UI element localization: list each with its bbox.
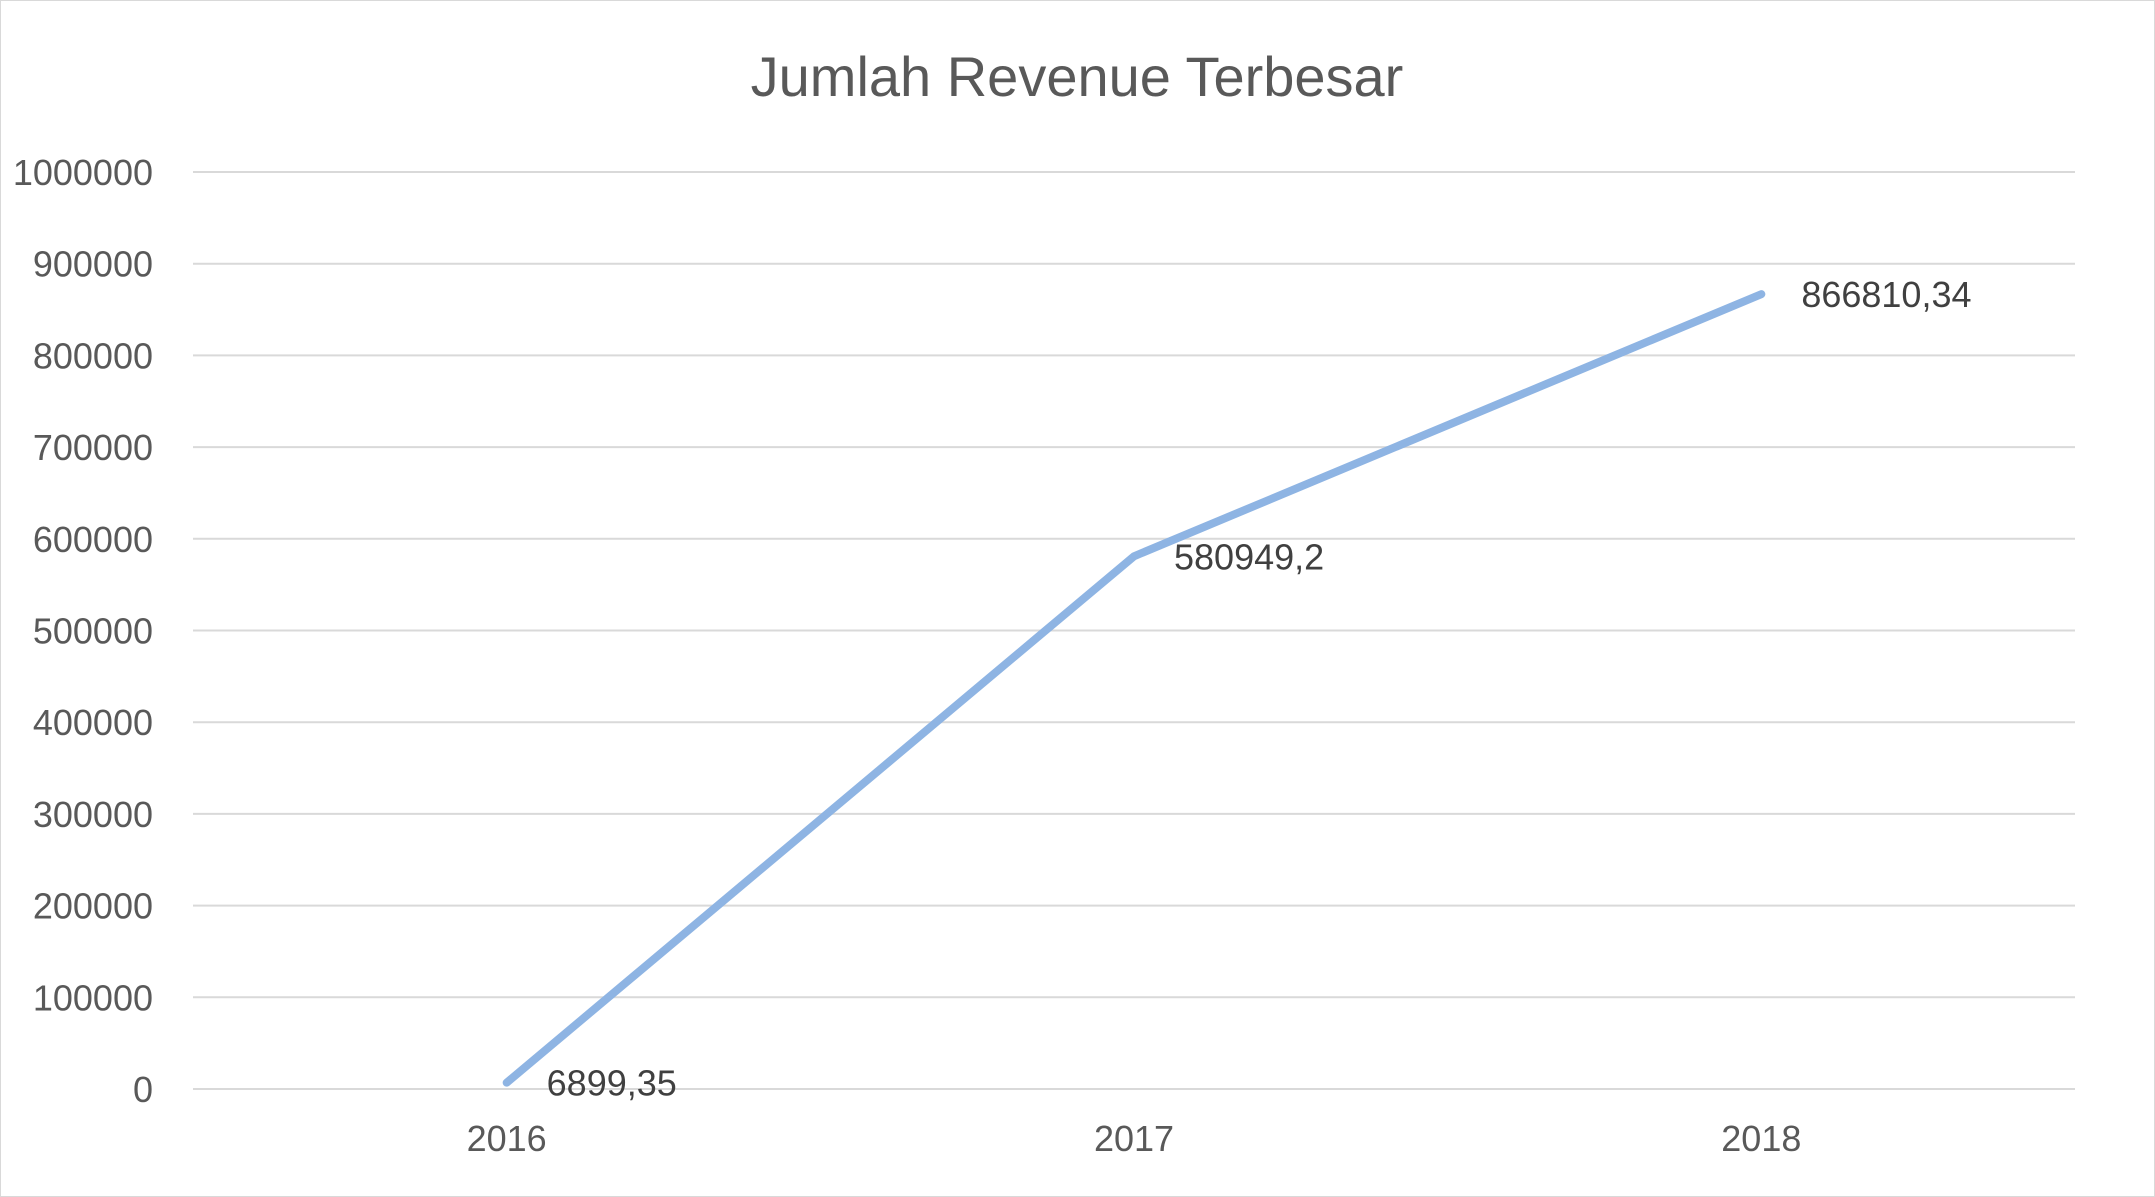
series-group	[502, 290, 1766, 1087]
data-label: 6899,35	[547, 1063, 677, 1104]
x-tick-label: 2017	[1094, 1118, 1174, 1159]
y-tick-label: 900000	[33, 244, 153, 285]
y-tick-label: 700000	[33, 427, 153, 468]
y-tick-label: 200000	[33, 886, 153, 927]
x-tick-label: 2018	[1721, 1118, 1801, 1159]
y-tick-label: 400000	[33, 702, 153, 743]
y-axis-tick-labels: 0 100000 200000 300000 400000 500000 600000 700…	[13, 152, 153, 1110]
y-tick-label: 500000	[33, 611, 153, 652]
y-tick-label: 800000	[33, 335, 153, 376]
y-tick-label: 300000	[33, 794, 153, 835]
data-labels: 6899,35 580949,2 866810,34	[547, 274, 1972, 1104]
data-label: 580949,2	[1174, 536, 1324, 577]
y-tick-label: 600000	[33, 519, 153, 560]
y-tick-label: 100000	[33, 977, 153, 1018]
y-tick-label: 0	[133, 1069, 153, 1110]
x-tick-label: 2016	[467, 1118, 547, 1159]
chart-title: Jumlah Revenue Terbesar	[751, 45, 1404, 108]
data-label: 866810,34	[1801, 274, 1971, 315]
gridlines	[193, 171, 2075, 1090]
series-line	[502, 290, 1766, 1087]
y-tick-label: 1000000	[13, 152, 153, 193]
x-axis-tick-labels: 2016 2017 2018	[467, 1118, 1802, 1159]
